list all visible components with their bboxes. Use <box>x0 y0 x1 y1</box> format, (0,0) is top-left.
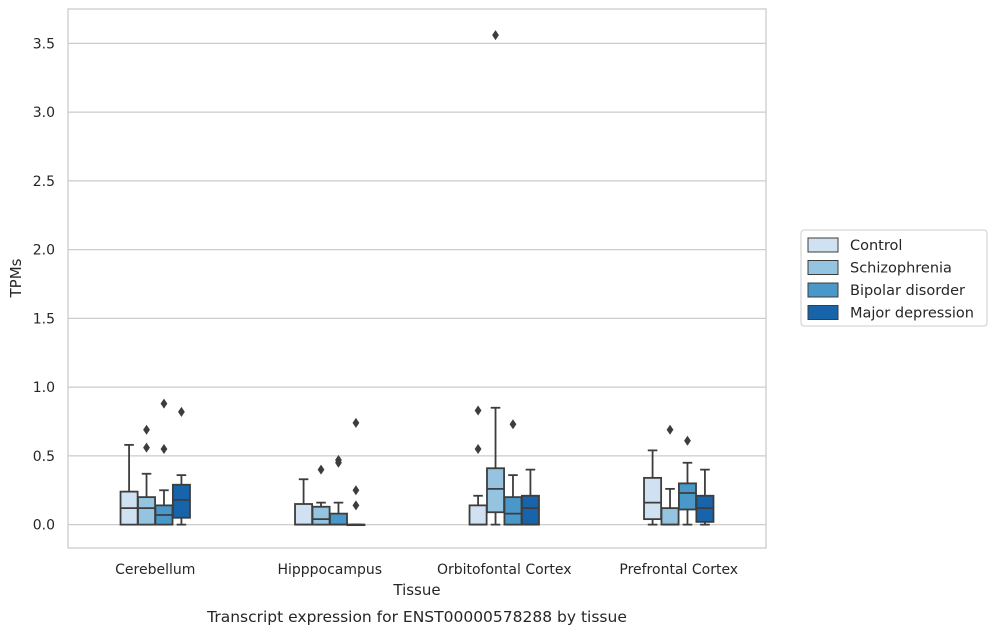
y-tick-label: 0.5 <box>33 449 55 465</box>
y-tick-label: 0.0 <box>33 518 55 534</box>
y-tick-label: 3.0 <box>33 105 55 121</box>
outlier-point <box>352 417 360 428</box>
y-tick-label: 1.0 <box>33 380 55 396</box>
box-group <box>294 478 314 526</box>
box-group <box>486 30 505 526</box>
box-group <box>119 443 139 526</box>
box-group <box>311 464 331 526</box>
legend-swatch <box>807 305 839 320</box>
box-group <box>643 449 663 526</box>
box-group <box>346 417 366 527</box>
legend-label: Control <box>850 238 902 254</box>
outlier-point <box>335 455 342 465</box>
box <box>311 505 331 526</box>
outlier-point <box>352 485 360 496</box>
box-plot-area <box>119 30 715 527</box>
box <box>137 496 156 526</box>
x-tick-label: Orbitofontal Cortex <box>437 562 572 578</box>
x-tick-label: Hipppocampus <box>277 562 382 578</box>
box-group <box>520 468 540 526</box>
box <box>329 512 348 526</box>
gridlines <box>68 42 766 526</box>
legend-swatch <box>807 260 839 275</box>
x-tick-label: Cerebellum <box>115 562 195 578</box>
box <box>643 476 663 521</box>
box-group <box>171 406 191 526</box>
plot-frame <box>67 8 767 549</box>
legend: Control Schizophrenia Bipolar disorder Majo… <box>800 229 988 327</box>
box-group <box>503 419 523 526</box>
x-axis-label: Tissue <box>392 581 440 599</box>
box <box>294 503 314 526</box>
y-tick-label: 2.5 <box>33 174 55 190</box>
legend-swatch <box>807 237 839 253</box>
box-group <box>678 435 697 526</box>
outlier-point <box>317 464 325 475</box>
y-tick-label: 3.5 <box>33 36 55 52</box>
box <box>486 467 505 514</box>
outlier-point <box>352 500 360 511</box>
outlier-point <box>474 444 482 454</box>
y-axis-label: TPMs <box>7 258 25 298</box>
legend-swatch <box>807 282 839 298</box>
box-group <box>695 468 715 526</box>
box <box>678 482 697 511</box>
box <box>520 494 540 526</box>
outlier-point <box>160 444 168 454</box>
y-axis-ticks: 0.0 0.5 1.0 1.5 2.0 2.5 3.0 3.5 <box>33 36 55 533</box>
chart-caption: Transcript expression for ENST0000057828… <box>206 608 627 626</box>
box-group <box>137 424 156 526</box>
x-axis-ticks: Cerebellum Hipppocampus Orbitofontal Corte… <box>115 562 738 578</box>
outlier-point <box>509 419 517 430</box>
outlier-point <box>492 30 499 41</box>
y-tick-label: 1.5 <box>33 311 55 327</box>
box-group <box>660 424 680 526</box>
box <box>660 507 680 526</box>
outlier-point <box>160 398 168 409</box>
x-tick-label: Prefrontal Cortex <box>619 562 738 578</box>
y-tick-label: 2.0 <box>33 243 55 259</box>
legend-label: Bipolar disorder <box>850 283 965 299</box>
outlier-point <box>474 405 482 416</box>
outlier-point <box>666 424 674 435</box>
outlier-point <box>684 435 691 446</box>
box <box>171 483 191 519</box>
legend-frame <box>800 229 988 327</box>
box <box>503 496 523 526</box>
box <box>468 504 488 526</box>
box-group <box>329 455 348 526</box>
outlier-point <box>143 442 150 453</box>
box-group <box>154 398 174 526</box>
legend-label: Major depression <box>850 306 974 322</box>
outlier-point <box>178 406 185 417</box>
outlier-point <box>143 424 150 435</box>
legend-label: Schizophrenia <box>850 261 952 277</box>
box-group <box>468 405 488 526</box>
